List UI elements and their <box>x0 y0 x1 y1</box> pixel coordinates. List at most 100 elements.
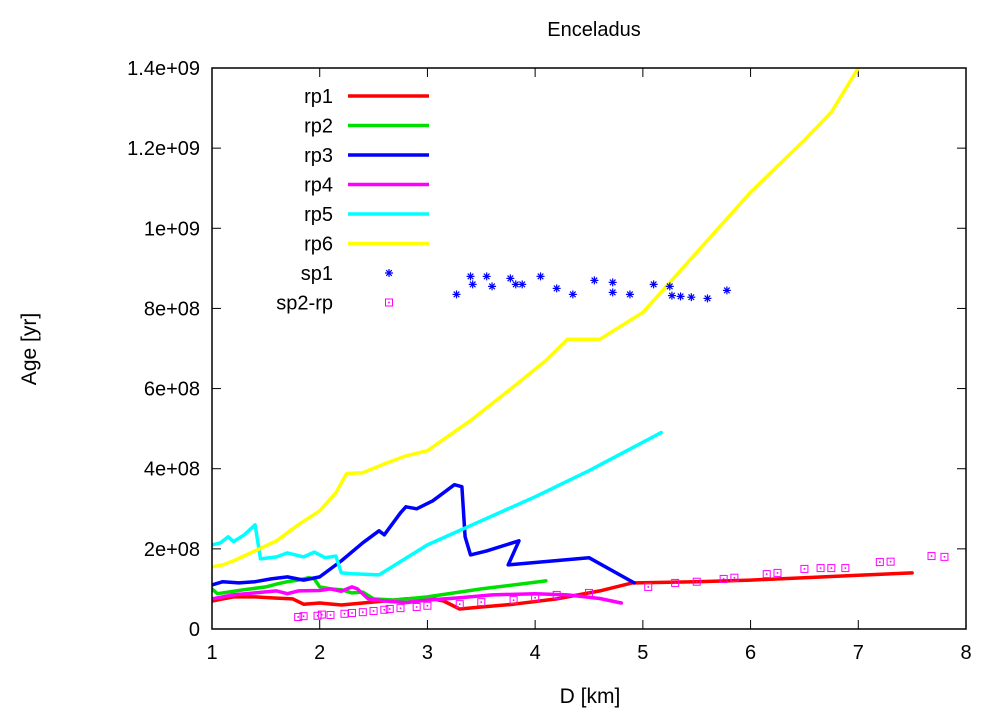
y-tick-label: 1e+09 <box>144 218 200 240</box>
series-line-rp4 <box>212 585 624 605</box>
data-point-sp2-rp <box>773 568 782 577</box>
y-tick-label: 1.4e+09 <box>127 58 200 80</box>
data-point-sp1 <box>667 291 676 300</box>
x-tick-label: 3 <box>422 642 433 664</box>
data-point-sp1 <box>676 292 685 301</box>
y-tick-label: 4e+08 <box>144 459 200 481</box>
data-point-sp1 <box>608 288 617 297</box>
series-rp5 <box>212 430 663 577</box>
data-point-sp2-rp <box>423 601 432 610</box>
y-axis-label: Age [yr] <box>18 313 41 385</box>
legend-label: rp4 <box>304 175 333 197</box>
data-point-sp2-rp <box>299 612 308 621</box>
x-tick-label: 6 <box>745 642 756 664</box>
legend-swatch <box>385 298 393 307</box>
data-point-sp1 <box>482 272 491 281</box>
legend-label: rp2 <box>304 116 333 138</box>
data-point-sp2-rp <box>886 557 895 566</box>
data-point-sp1 <box>518 280 527 289</box>
legend-label: rp5 <box>304 204 333 226</box>
series-line-rp5 <box>212 430 663 577</box>
legend-item-rp2: rp2 <box>304 116 429 138</box>
legend-item-rp4: rp4 <box>304 175 429 197</box>
series-line-rp3 <box>212 482 636 587</box>
data-point-sp1 <box>552 284 561 293</box>
series-line-rp6 <box>212 68 861 569</box>
y-tick-label: 1.2e+09 <box>127 138 200 160</box>
legend-label: sp2-rp <box>276 293 333 315</box>
data-point-sp1 <box>488 282 497 291</box>
data-point-sp1 <box>568 290 577 299</box>
x-axis-label: D [km] <box>560 685 621 708</box>
data-point-sp1 <box>590 276 599 285</box>
data-point-sp1 <box>649 280 658 289</box>
data-point-sp1 <box>452 290 461 299</box>
data-point-sp2-rp <box>531 593 540 602</box>
data-point-sp2-rp <box>412 602 421 611</box>
data-point-sp2-rp <box>317 610 326 619</box>
data-point-sp2-rp <box>692 577 701 586</box>
x-tick-label: 7 <box>853 642 864 664</box>
legend-item-sp2-rp: sp2-rp <box>276 293 393 315</box>
data-point-sp1 <box>665 282 674 291</box>
data-point-sp2-rp <box>940 552 949 561</box>
data-point-sp2-rp <box>800 564 809 573</box>
data-point-sp2-rp <box>455 600 464 609</box>
data-point-sp2-rp <box>385 604 394 613</box>
series-sp1 <box>452 272 731 303</box>
data-point-sp1 <box>703 294 712 303</box>
data-point-sp2-rp <box>380 605 389 614</box>
legend-swatch <box>385 269 393 277</box>
series-rp4 <box>212 585 624 605</box>
data-point-sp2-rp <box>719 574 728 583</box>
y-tick-label: 2e+08 <box>144 539 200 561</box>
data-point-sp2-rp <box>644 582 653 591</box>
x-tick-label: 5 <box>637 642 648 664</box>
legend-item-rp6: rp6 <box>304 234 429 256</box>
data-point-sp1 <box>506 274 515 283</box>
plot-area-frame <box>211 67 967 630</box>
data-point-sp2-rp <box>552 590 561 599</box>
data-point-sp1 <box>608 278 617 287</box>
legend-item-rp5: rp5 <box>304 204 429 226</box>
legend-label: rp3 <box>304 145 333 167</box>
x-tick-label: 8 <box>960 642 971 664</box>
data-point-sp2-rp <box>369 606 378 615</box>
series-sp2-rp <box>294 552 949 621</box>
data-point-sp2-rp <box>313 611 322 620</box>
data-point-sp2-rp <box>340 609 349 618</box>
data-point-sp2-rp <box>348 608 357 617</box>
data-point-sp2-rp <box>827 564 836 573</box>
y-tick-label: 6e+08 <box>144 379 200 401</box>
data-point-sp1 <box>466 272 475 281</box>
data-point-sp2-rp <box>762 570 771 579</box>
axis-ticks: 1 2 3 4 5 6 7 8 0 2e+08 4e+08 6e+08 8e+08 1e+09 1.2e+0… <box>127 58 971 664</box>
data-point-sp2-rp <box>585 588 593 597</box>
x-tick-label: 1 <box>206 642 217 664</box>
legend-item-sp1: sp1 <box>301 263 393 285</box>
data-point-sp2-rp <box>671 578 680 587</box>
legend-item-rp1: rp1 <box>304 86 429 108</box>
data-point-sp1 <box>722 286 731 295</box>
data-point-sp2-rp <box>509 596 518 605</box>
data-point-sp2-rp <box>477 598 486 607</box>
legend-label: sp1 <box>301 263 333 285</box>
legend-item-rp3: rp3 <box>304 145 429 167</box>
legend-label: rp6 <box>304 234 333 256</box>
data-point-sp2-rp <box>816 564 825 573</box>
x-tick-label: 4 <box>530 642 541 664</box>
data-point-sp1 <box>625 290 634 299</box>
data-point-sp2-rp <box>730 573 739 582</box>
y-tick-label: 8e+08 <box>144 298 200 320</box>
data-point-sp2-rp <box>875 558 884 567</box>
data-point-sp2-rp <box>326 610 335 619</box>
data-point-sp2-rp <box>396 604 405 613</box>
series-layer <box>212 68 949 621</box>
data-point-sp2-rp <box>294 612 303 621</box>
data-point-sp2-rp <box>358 608 367 617</box>
chart-title: Enceladus <box>547 19 640 41</box>
x-tick-label: 2 <box>314 642 325 664</box>
data-point-sp2-rp <box>841 564 850 573</box>
data-point-sp1 <box>536 272 545 281</box>
